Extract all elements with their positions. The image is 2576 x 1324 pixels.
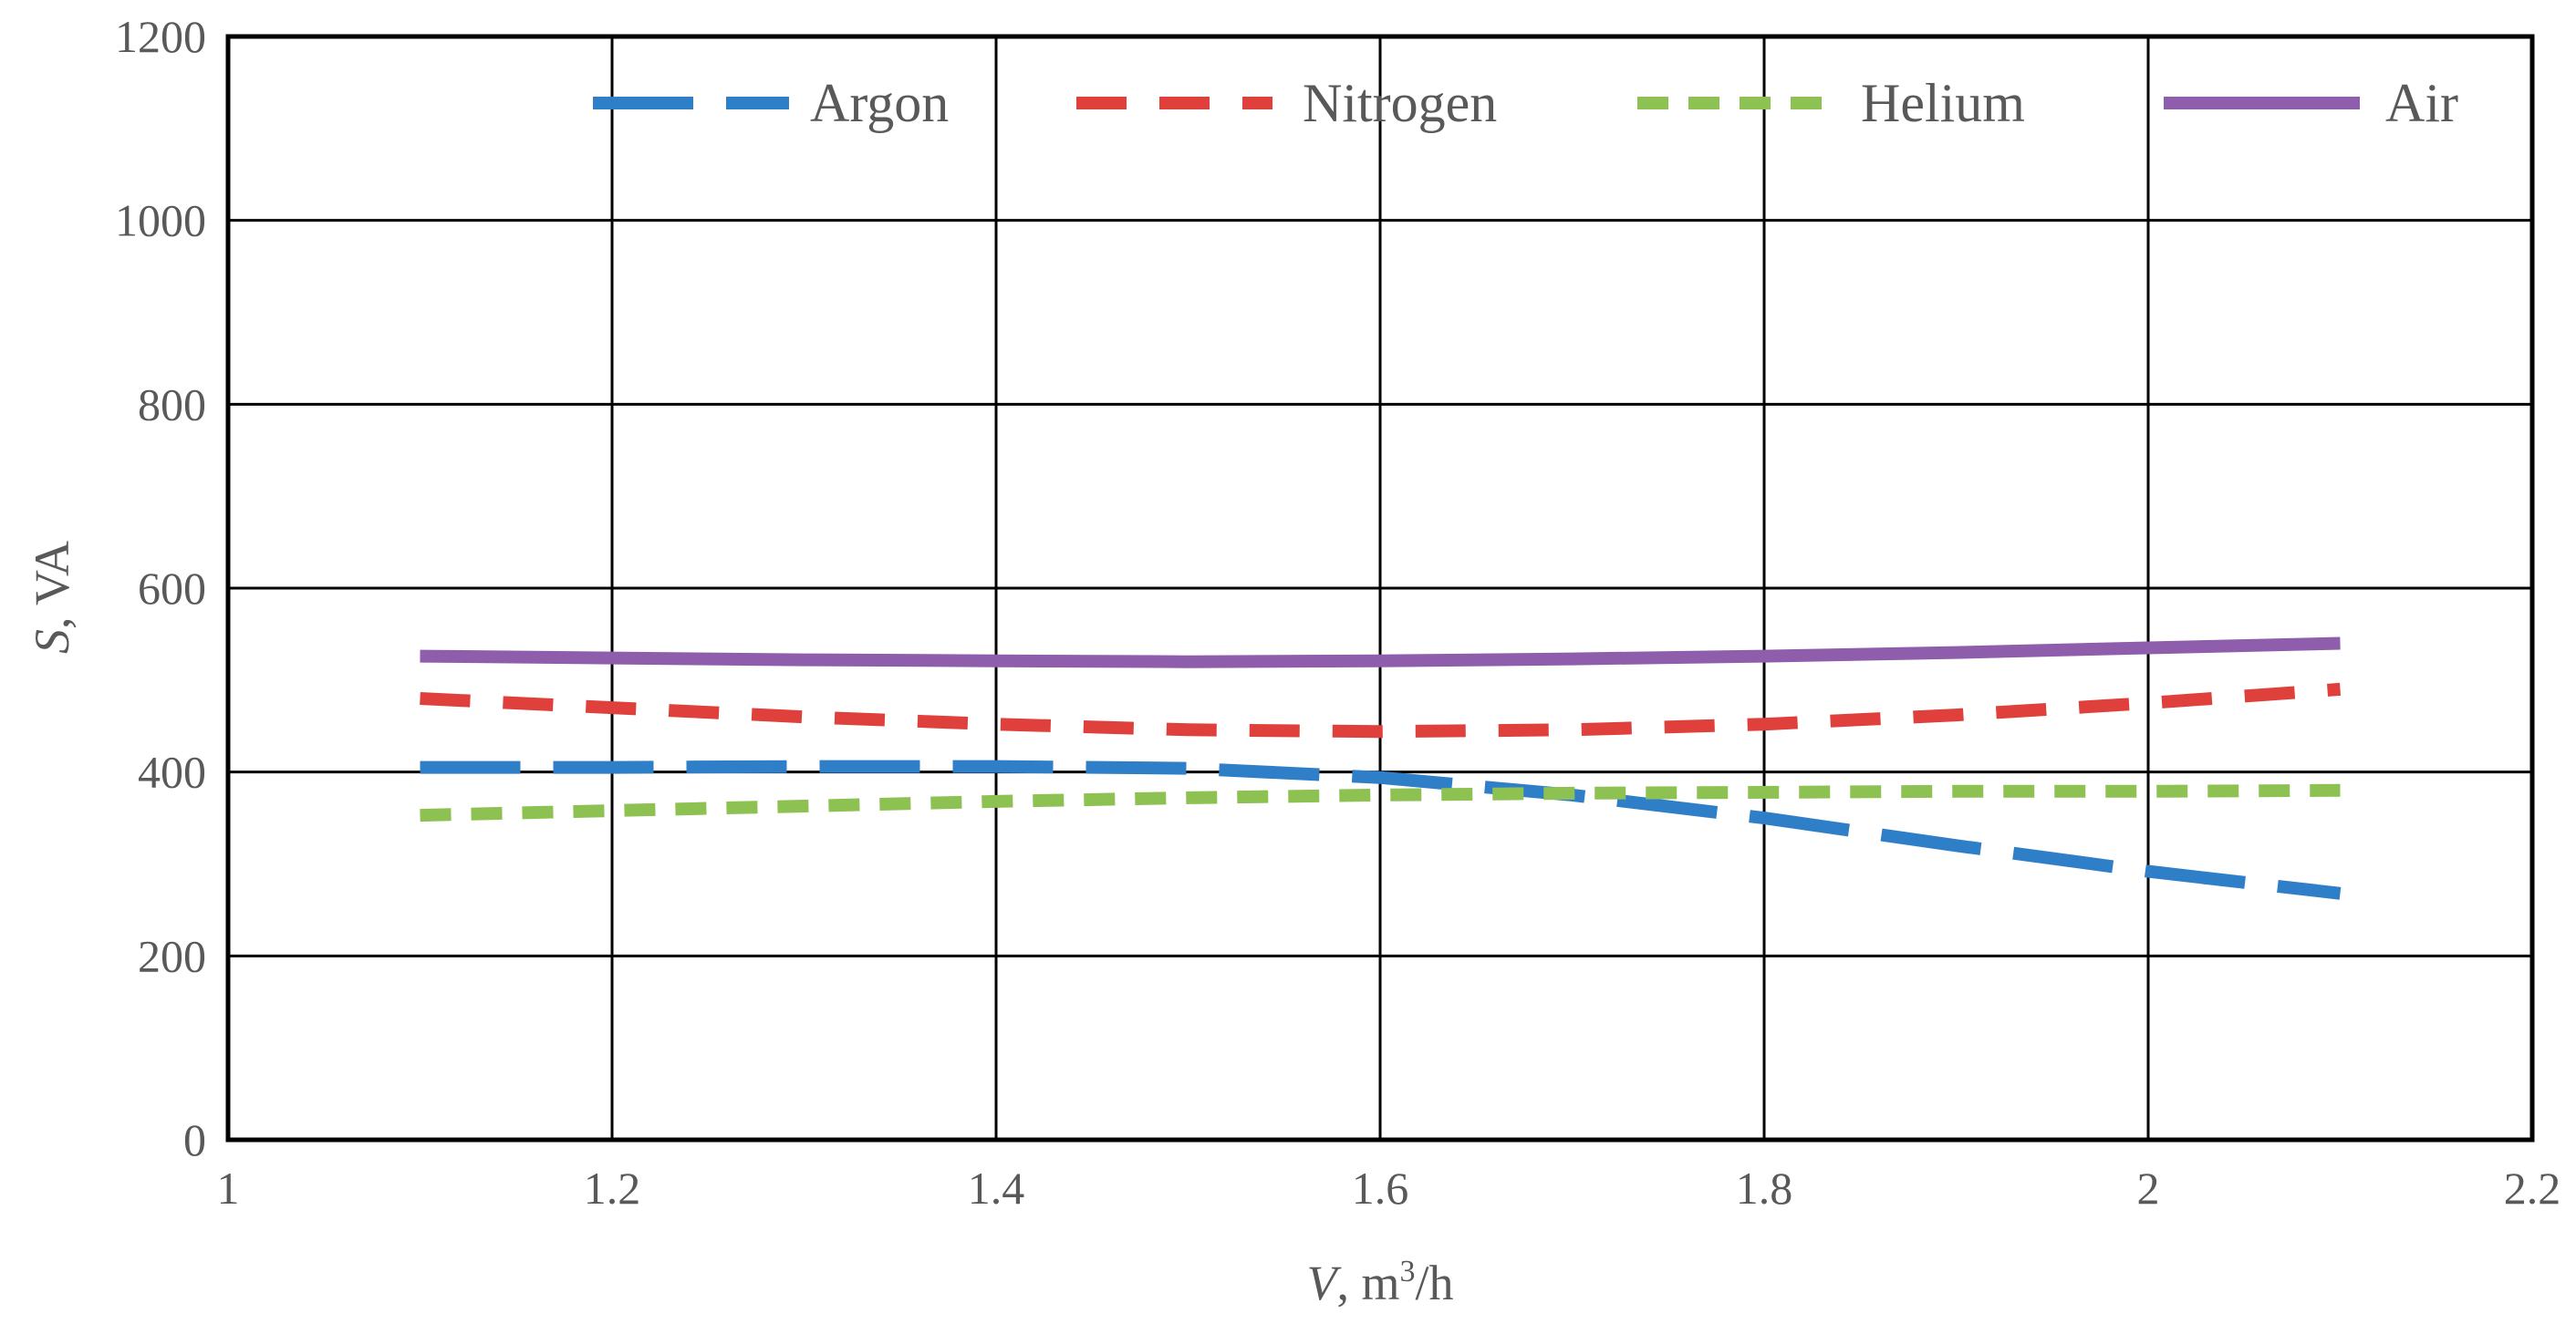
y-tick-label: 800 — [138, 378, 206, 429]
plot-area-frame — [225, 34, 2535, 1143]
x-tick-label: 1.2 — [584, 1163, 641, 1214]
y-axis-title-symbol: S — [25, 629, 79, 654]
x-tick-label: 1 — [217, 1163, 240, 1214]
series-line-helium — [420, 783, 2341, 822]
x-axis-title-superscript: 3 — [1400, 1255, 1416, 1288]
x-axis-title-unit-tail: /h — [1416, 1256, 1454, 1310]
x-tick-label: 2 — [2137, 1163, 2160, 1214]
y-tick-label: 1200 — [115, 11, 206, 62]
x-axis-title-symbol: V — [1306, 1256, 1342, 1310]
legend-label-argon: Argon — [810, 73, 949, 133]
x-tick-label: 1.4 — [968, 1163, 1025, 1214]
x-axis-title-unit: , m — [1336, 1256, 1399, 1310]
y-axis-title-unit: , VA — [25, 541, 79, 629]
y-tick-label: 400 — [138, 747, 206, 798]
series-lines — [420, 636, 2342, 900]
legend: Argon Nitrogen Helium Air — [593, 73, 2458, 133]
y-tick-label: 1000 — [115, 195, 206, 246]
x-tick-label: 1.6 — [1352, 1163, 1409, 1214]
tick-labels: 0 200 400 600 800 1000 1200 1 1.2 1.4 1.6 1.8 2 2.2 — [115, 11, 2560, 1214]
y-tick-label: 200 — [138, 930, 206, 981]
x-axis-title: V, m3/h — [1306, 1255, 1453, 1310]
legend-label-helium: Helium — [1861, 73, 2025, 133]
y-axis-title: S, VA — [25, 541, 79, 654]
legend-label-air: Air — [2385, 73, 2458, 133]
legend-label-nitrogen: Nitrogen — [1303, 73, 1497, 133]
x-tick-label: 1.8 — [1736, 1163, 1793, 1214]
x-tick-label: 2.2 — [2504, 1163, 2561, 1214]
series-line-air — [420, 636, 2341, 668]
y-tick-label: 0 — [183, 1114, 206, 1165]
series-line-argon — [420, 760, 2342, 900]
y-tick-label: 600 — [138, 563, 206, 614]
series-line-nitrogen — [420, 682, 2342, 739]
